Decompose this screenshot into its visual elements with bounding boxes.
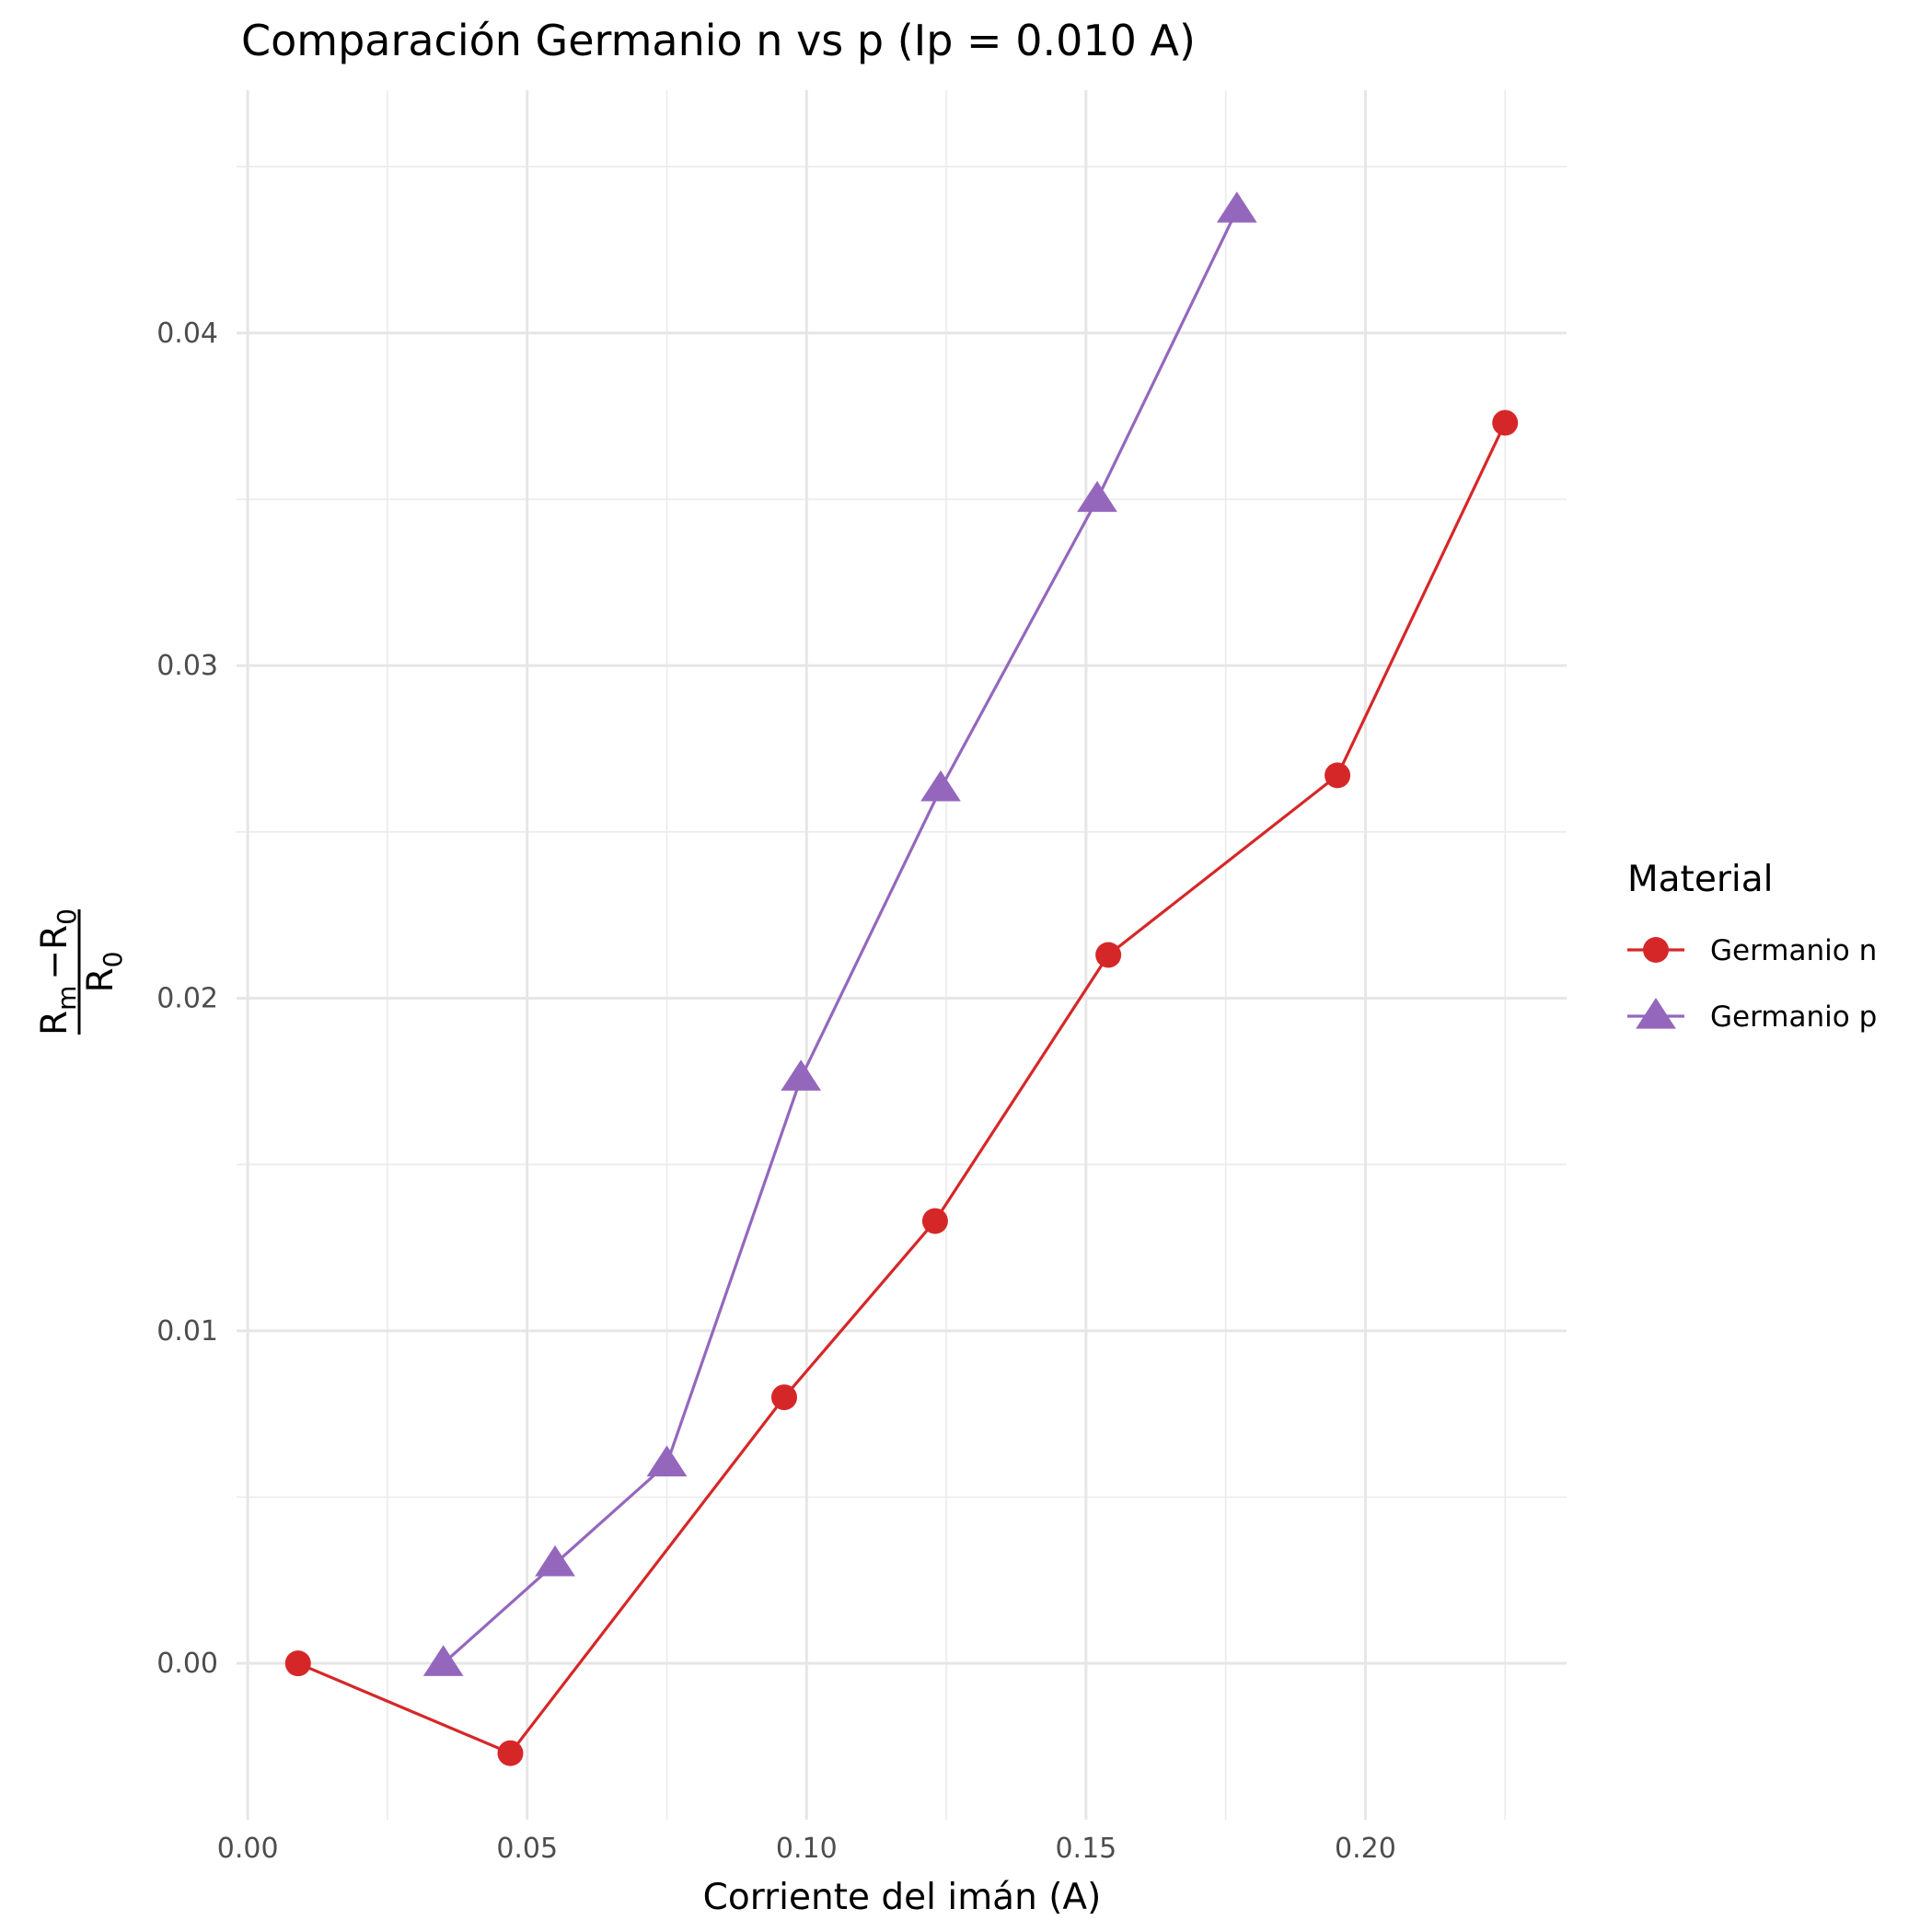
y-tick-label: 0.04 bbox=[156, 318, 218, 350]
legend-marker bbox=[1636, 998, 1676, 1029]
series-line bbox=[297, 422, 1507, 1755]
x-tick-label: 0.20 bbox=[1335, 1833, 1396, 1865]
x-tick-labels: 0.00 0.05 0.10 0.15 0.20 bbox=[217, 1833, 1396, 1865]
grid-major bbox=[237, 90, 1567, 1820]
series-2 bbox=[422, 191, 1257, 1676]
data-point bbox=[1077, 480, 1117, 513]
legend-label: Germanio n bbox=[1710, 934, 1877, 967]
x-tick-label: 0.15 bbox=[1055, 1833, 1116, 1865]
data-point bbox=[1325, 762, 1351, 789]
data-point bbox=[781, 1059, 822, 1091]
x-tick-label: 0.05 bbox=[496, 1833, 558, 1865]
chart-title: Comparación Germanio n vs p (Ip = 0.010 … bbox=[241, 16, 1196, 65]
x-axis-label: Corriente del imán (A) bbox=[703, 1877, 1102, 1918]
x-tick-label: 0.00 bbox=[217, 1833, 279, 1865]
y-tick-labels: 0.00 0.01 0.02 0.03 0.04 bbox=[156, 318, 218, 1680]
data-point bbox=[771, 1384, 797, 1411]
legend-item: Germanio p bbox=[1627, 998, 1877, 1034]
series-line bbox=[442, 209, 1239, 1665]
data-point bbox=[1216, 191, 1257, 223]
data-point bbox=[1492, 410, 1519, 436]
y-axis-numerator: Rm−R0 bbox=[34, 908, 82, 1035]
data-point bbox=[284, 1650, 311, 1677]
y-tick-label: 0.00 bbox=[156, 1648, 218, 1680]
y-tick-label: 0.02 bbox=[156, 982, 218, 1014]
legend: Material Germanio n Germanio p bbox=[1627, 859, 1877, 1034]
y-axis-label: Rm−R0 R0 bbox=[34, 908, 128, 1035]
series-layer bbox=[284, 191, 1519, 1766]
data-point bbox=[422, 1645, 464, 1676]
legend-items: Germanio n Germanio p bbox=[1627, 934, 1877, 1034]
data-point bbox=[646, 1445, 688, 1477]
legend-item: Germanio n bbox=[1627, 934, 1877, 967]
grid-minor bbox=[237, 90, 1567, 1820]
series-1 bbox=[284, 410, 1519, 1766]
data-point bbox=[497, 1740, 524, 1766]
data-point bbox=[921, 1208, 948, 1234]
y-tick-label: 0.01 bbox=[156, 1315, 218, 1348]
x-tick-label: 0.10 bbox=[776, 1833, 838, 1865]
data-point bbox=[535, 1544, 575, 1577]
data-point bbox=[920, 769, 961, 802]
y-axis-denominator: R0 bbox=[80, 952, 128, 993]
legend-title: Material bbox=[1627, 859, 1773, 900]
legend-marker bbox=[1643, 937, 1669, 963]
legend-label: Germanio p bbox=[1710, 1001, 1877, 1034]
data-point bbox=[1095, 942, 1122, 968]
y-tick-label: 0.03 bbox=[156, 650, 218, 682]
